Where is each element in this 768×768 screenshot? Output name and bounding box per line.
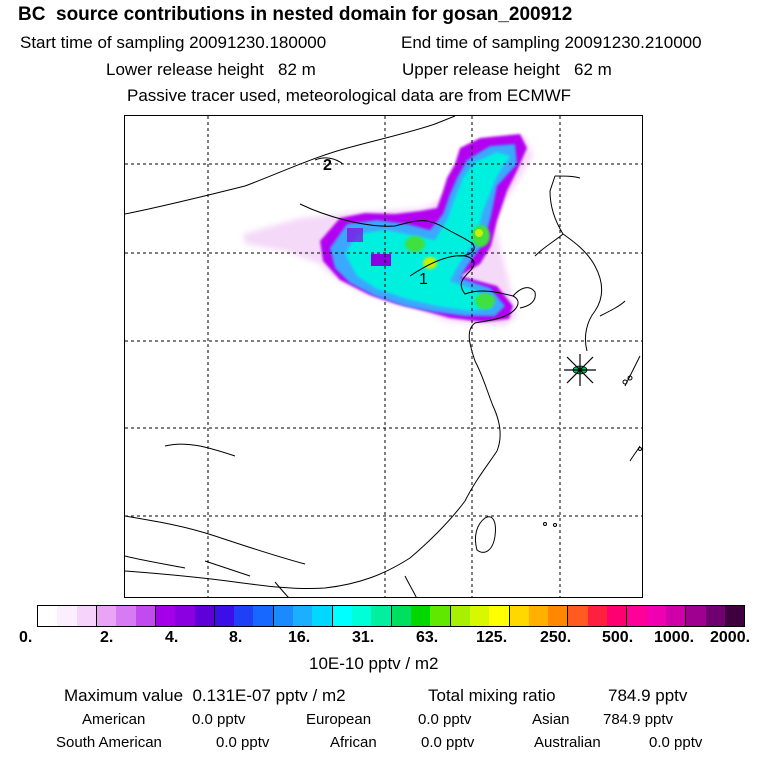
colorbar-cell [234, 606, 254, 626]
colorbar-cell [489, 606, 509, 626]
start-time-label: Start time of sampling 20091230.180000 [20, 33, 327, 52]
map-label-2: 2 [323, 157, 332, 174]
grid-lines [125, 116, 642, 597]
colorbar-tick: 2000. [710, 629, 751, 646]
colorbar [37, 605, 745, 627]
colorbar-cell [272, 606, 294, 626]
colorbar-tick: 4. [165, 629, 179, 646]
colorbar-cell [587, 606, 608, 626]
plume-purple-patch [347, 228, 363, 242]
colorbar-tick: 63. [416, 629, 439, 646]
colorbar-cell [194, 606, 214, 626]
colorbar-tick: 2. [100, 629, 114, 646]
colorbar-unit: 10E-10 pptv / m2 [309, 654, 439, 673]
plume-green-spot [475, 293, 495, 309]
colorbar-cell [293, 606, 313, 626]
total-mixing-value: 784.9 pptv [608, 686, 688, 705]
colorbar-cell [390, 606, 411, 626]
colorbar-cell [508, 606, 529, 626]
colorbar-tick: 125. [476, 629, 508, 646]
colorbar-cell [135, 606, 155, 626]
colorbar-tick: 1000. [654, 629, 695, 646]
colorbar-cell [352, 606, 372, 626]
region-value-american: 0.0 pptv [192, 711, 246, 728]
colorbar-cell [626, 606, 647, 626]
colorbar-cell [38, 606, 58, 626]
tracer-note: Passive tracer used, meteorological data… [127, 86, 572, 105]
plume-cyan [345, 152, 510, 311]
colorbar-cell [646, 606, 666, 626]
region-name-european: European [306, 711, 372, 728]
colorbar-cell [76, 606, 96, 626]
colorbar-cell [175, 606, 195, 626]
concentration-plume [243, 134, 533, 326]
colorbar-cell [548, 606, 568, 626]
colorbar-cell [331, 606, 352, 626]
plume-green-spot [405, 236, 425, 252]
colorbar-cell [410, 606, 431, 626]
colorbar-tick: 250. [540, 629, 572, 646]
region-name-asian: Asian [532, 711, 570, 728]
colorbar-cell [154, 606, 176, 626]
colorbar-cell [685, 606, 706, 626]
colorbar-cell [213, 606, 235, 626]
plume-yellow-spot [475, 229, 483, 237]
total-mixing-label: Total mixing ratio [428, 686, 556, 705]
end-time-label: End time of sampling 20091230.210000 [401, 33, 702, 52]
region-value-asian: 784.9 pptv [603, 711, 674, 728]
map-label-1: 1 [419, 271, 428, 288]
colorbar-cell [371, 606, 391, 626]
map-canvas: 2 1 [125, 116, 642, 597]
colorbar-tick: 16. [288, 629, 311, 646]
colorbar-tick: 0. [19, 629, 33, 646]
max-value: Maximum value 0.131E-07 pptv / m2 [64, 686, 346, 705]
colorbar-cell [449, 606, 470, 626]
colorbar-cell [666, 606, 686, 626]
colorbar-tick: 31. [352, 629, 375, 646]
coastlines [125, 116, 641, 597]
region-name-australian: Australian [534, 734, 601, 751]
receptor-star-icon[interactable] [564, 354, 596, 386]
region-name-african: African [330, 734, 377, 751]
region-name-south-american: South American [56, 734, 162, 751]
region-value-african: 0.0 pptv [421, 734, 475, 751]
colorbar-tick: 8. [229, 629, 243, 646]
colorbar-cell [116, 606, 136, 626]
page-title: BC source contributions in nested domain… [18, 4, 573, 25]
colorbar-cell [253, 606, 273, 626]
upper-release-height-label: Upper release height 62 m [402, 60, 612, 79]
region-value-australian: 0.0 pptv [649, 734, 703, 751]
colorbar-cell [469, 606, 490, 626]
colorbar-cell [57, 606, 77, 626]
colorbar-tick: 500. [602, 629, 634, 646]
region-value-european: 0.0 pptv [418, 711, 472, 728]
colorbar-cell [724, 606, 745, 626]
region-value-south-american: 0.0 pptv [216, 734, 270, 751]
lower-release-height-label: Lower release height 82 m [106, 60, 316, 79]
colorbar-cell [567, 606, 588, 626]
islands [543, 375, 642, 527]
colorbar-cell [430, 606, 450, 626]
colorbar-cell [528, 606, 549, 626]
map-panel[interactable]: 2 1 [124, 115, 643, 598]
colorbar-cell [607, 606, 627, 626]
colorbar-cell [705, 606, 725, 626]
region-name-american: American [82, 711, 146, 728]
plume-purple-patch [371, 254, 391, 266]
colorbar-cell [95, 606, 117, 626]
colorbar-cell [312, 606, 332, 626]
